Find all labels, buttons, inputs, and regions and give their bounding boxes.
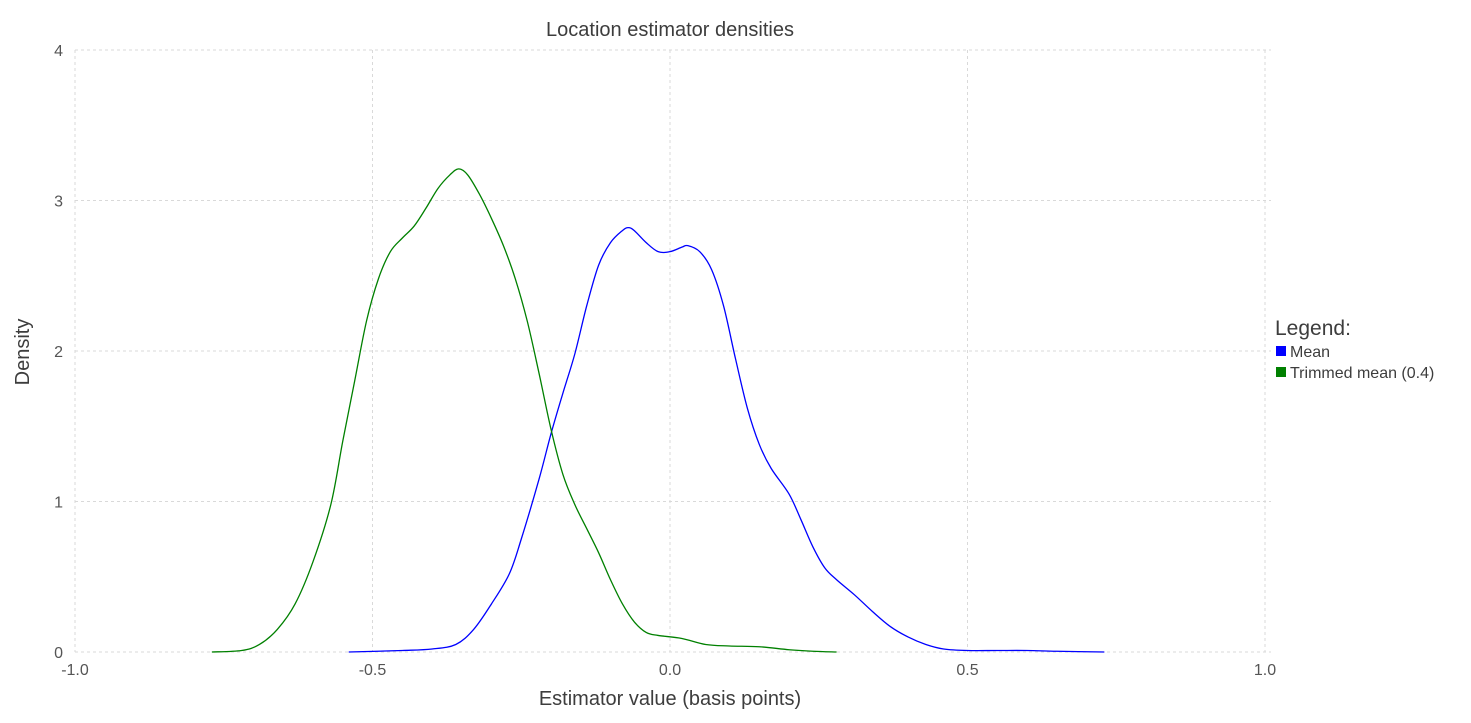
series-line-trimmed-mean-0-4 xyxy=(211,168,837,653)
y-tick-label: 4 xyxy=(54,43,63,60)
x-axis-label: Estimator value (basis points) xyxy=(539,688,801,710)
y-tick-label: 0 xyxy=(54,645,63,662)
y-tick-label: 1 xyxy=(54,495,63,512)
x-tick-labels: -1.0 -0.5 0.0 0.5 1.0 xyxy=(61,662,1276,679)
x-tick-label: 0.5 xyxy=(956,662,978,679)
x-tick-label: -1.0 xyxy=(61,662,89,679)
legend: Legend: Mean Trimmed mean (0.4) xyxy=(1275,317,1434,382)
x-tick-label: 1.0 xyxy=(1254,662,1276,679)
legend-swatch-mean xyxy=(1276,346,1286,356)
legend-item-trimmed-mean-0-4: Trimmed mean (0.4) xyxy=(1290,365,1434,382)
y-tick-label: 3 xyxy=(54,194,63,211)
legend-title: Legend: xyxy=(1275,317,1351,340)
grid xyxy=(74,49,1271,653)
series-layer xyxy=(211,168,1105,653)
x-tick-label: 0.0 xyxy=(659,662,681,679)
legend-swatch-trimmed-mean-0-4 xyxy=(1276,367,1286,377)
legend-item-mean: Mean xyxy=(1290,344,1330,361)
chart-title: Location estimator densities xyxy=(546,19,794,41)
y-tick-labels: 0 1 2 3 4 xyxy=(54,43,63,662)
y-axis-label: Density xyxy=(12,319,34,386)
series-line-mean xyxy=(348,226,1105,653)
x-tick-label: -0.5 xyxy=(359,662,387,679)
y-tick-label: 2 xyxy=(54,344,63,361)
